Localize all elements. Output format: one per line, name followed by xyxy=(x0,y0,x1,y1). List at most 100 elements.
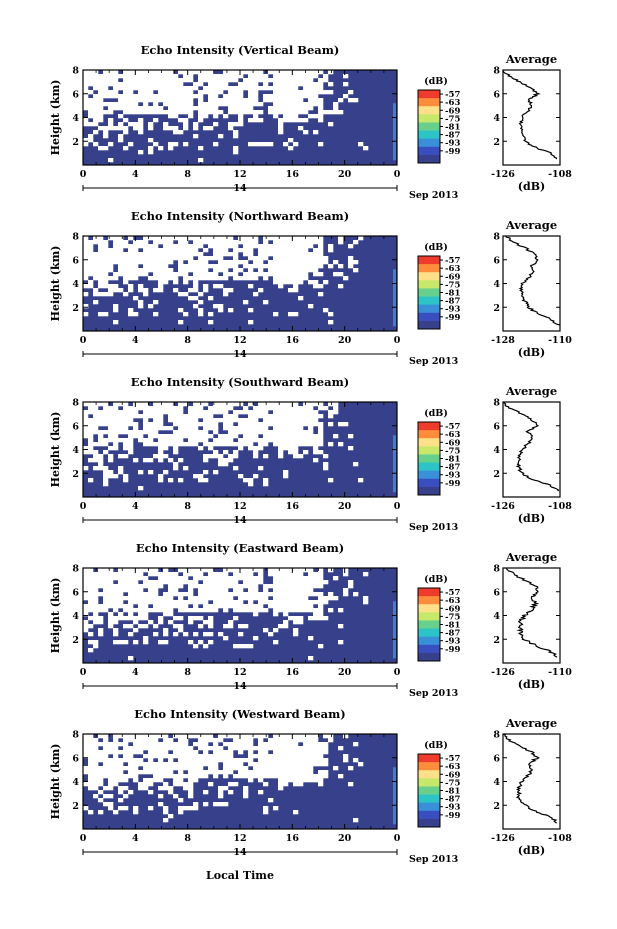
colorbar-segment xyxy=(418,438,440,447)
y-axis-label: Height (km) xyxy=(49,412,62,488)
x-tick-label: 16 xyxy=(286,833,300,844)
colorbar-tick-label: -63 xyxy=(445,596,460,606)
colorbar-tick-label: -99 xyxy=(445,479,460,489)
profile-frame xyxy=(502,235,561,332)
profile-y-tick-label: 8 xyxy=(493,564,500,575)
x-tick-label: 4 xyxy=(132,833,139,844)
x-tick-label: 0 xyxy=(80,501,87,512)
colorbar-tick-label: -87 xyxy=(445,795,460,805)
colorbar-unit: (dB) xyxy=(424,740,448,751)
date-label: Sep 2013 xyxy=(409,854,458,865)
colorbar-segment xyxy=(418,462,440,472)
colorbar-segment xyxy=(418,628,440,638)
day-label: 14 xyxy=(233,349,247,360)
x-tick-label: 0 xyxy=(394,335,401,346)
x-tick-label: 8 xyxy=(184,501,191,512)
colorbar-tick-label: -69 xyxy=(445,438,460,448)
profile-y-tick-label: 2 xyxy=(493,635,500,646)
colorbar-segment xyxy=(418,422,440,431)
profile-y-tick-label: 4 xyxy=(493,611,500,622)
colorbar-segment xyxy=(418,604,440,613)
profile-y-tick-label: 2 xyxy=(493,137,500,148)
colorbar-tick-label: -69 xyxy=(445,604,460,614)
profile-y-tick-label: 6 xyxy=(493,89,500,100)
colorbar-segment xyxy=(418,770,440,779)
profile-frame xyxy=(502,69,561,166)
colorbar-tick-label: -57 xyxy=(445,256,460,266)
x-tick-label: 16 xyxy=(286,667,300,678)
colorbar-tick-label: -93 xyxy=(445,305,460,315)
x-tick-label: 16 xyxy=(286,501,300,512)
x-tick-label: 20 xyxy=(338,169,352,180)
colorbar-segment xyxy=(418,478,440,488)
colorbar-tick-label: -75 xyxy=(445,778,460,788)
x-tick-label: 4 xyxy=(132,335,139,346)
colorbar-tick-label: -99 xyxy=(445,147,460,157)
colorbar-segment xyxy=(418,146,440,156)
colorbar-segment xyxy=(418,802,440,812)
colorbar-segment xyxy=(418,754,440,763)
day-label: 14 xyxy=(233,681,247,692)
y-tick-label: 2 xyxy=(72,137,79,148)
colorbar-segment xyxy=(418,430,440,439)
x-tick-label: 20 xyxy=(338,667,352,678)
profile-y-tick-label: 2 xyxy=(493,801,500,812)
colorbar-segment xyxy=(418,90,440,99)
colorbar-tick-label: -81 xyxy=(445,787,460,797)
profile-line xyxy=(506,567,558,658)
x-tick-label: 16 xyxy=(286,169,300,180)
profile-title: Average xyxy=(505,218,557,232)
colorbar-tick-label: -81 xyxy=(445,289,460,299)
y-tick-label: 6 xyxy=(72,753,79,764)
colorbar-tick-label: -57 xyxy=(445,588,460,598)
colorbar-tick-label: -69 xyxy=(445,272,460,282)
x-tick-label: 0 xyxy=(80,169,87,180)
profile-y-tick-label: 6 xyxy=(493,421,500,432)
heatmap-cells xyxy=(83,568,369,661)
profile-x-tick-label: -126 xyxy=(491,833,515,844)
profile-x-tick-label: -126 xyxy=(491,501,515,512)
colorbar-tick-label: -75 xyxy=(445,446,460,456)
colorbar-segment xyxy=(418,612,440,621)
colorbar-segment xyxy=(418,320,440,330)
profile-y-tick-label: 8 xyxy=(493,730,500,741)
panel-title: Echo Intensity (Westward Beam) xyxy=(134,707,345,721)
profile-unit: (dB) xyxy=(518,678,545,691)
x-tick-label: 16 xyxy=(286,335,300,346)
x-tick-label: 8 xyxy=(184,833,191,844)
colorbar-segment xyxy=(418,794,440,804)
colorbar-tick-label: -87 xyxy=(445,463,460,473)
x-tick-label: 4 xyxy=(132,667,139,678)
y-tick-label: 2 xyxy=(72,801,79,812)
colorbar-segment xyxy=(418,312,440,322)
colorbar-segment xyxy=(418,810,440,820)
profile-x-tick-label: -108 xyxy=(548,501,572,512)
colorbar-segment xyxy=(418,280,440,289)
colorbar-tick-label: -93 xyxy=(445,637,460,647)
x-tick-label: 0 xyxy=(394,501,401,512)
x-tick-label: 0 xyxy=(394,833,401,844)
profile-y-tick-label: 4 xyxy=(493,445,500,456)
colorbar-tick-label: -81 xyxy=(445,123,460,133)
heatmap-cells xyxy=(83,734,364,823)
colorbar-segment xyxy=(418,588,440,597)
x-tick-label: 12 xyxy=(233,169,246,180)
date-label: Sep 2013 xyxy=(409,688,458,699)
colorbar-tick-label: -87 xyxy=(445,297,460,307)
x-tick-label: 12 xyxy=(233,667,246,678)
profile-y-tick-label: 2 xyxy=(493,469,500,480)
beam-panel-4: Echo Intensity (Eastward Beam) 2 4 6 8 Height… xyxy=(49,541,572,699)
colorbar-segment xyxy=(418,446,440,455)
x-tick-label: 4 xyxy=(132,169,139,180)
profile-line xyxy=(505,236,561,326)
colorbar-segment xyxy=(418,454,440,463)
colorbar-tick-label: -63 xyxy=(445,430,460,440)
beam-panel-2: Echo Intensity (Northward Beam) 2 4 6 8 Heigh… xyxy=(49,209,572,367)
colorbar-tick-label: -69 xyxy=(445,770,460,780)
colorbar-segment xyxy=(418,138,440,148)
profile-frame xyxy=(502,567,561,664)
x-tick-label: 8 xyxy=(184,169,191,180)
date-label: Sep 2013 xyxy=(409,190,458,201)
colorbar-segment xyxy=(418,818,440,828)
